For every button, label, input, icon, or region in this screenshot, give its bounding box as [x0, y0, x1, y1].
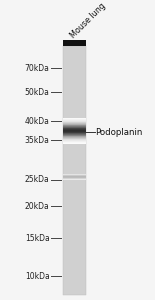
Text: Mouse lung: Mouse lung — [69, 1, 107, 40]
Bar — [63, 176, 86, 177]
Text: 50kDa: 50kDa — [25, 88, 50, 97]
Bar — [63, 141, 86, 142]
Bar — [63, 139, 86, 140]
Bar — [63, 143, 86, 144]
Bar — [63, 178, 86, 179]
Bar — [63, 121, 86, 122]
Bar — [63, 125, 86, 126]
Bar — [63, 138, 86, 139]
Bar — [63, 142, 86, 143]
Bar — [63, 178, 86, 179]
Bar — [63, 123, 86, 124]
Bar — [63, 124, 86, 125]
Bar — [63, 126, 86, 127]
Bar — [63, 121, 86, 122]
Bar — [63, 131, 86, 132]
Text: Podoplanin: Podoplanin — [95, 128, 143, 137]
Bar — [63, 127, 86, 128]
Bar — [63, 130, 86, 131]
Bar — [63, 133, 86, 134]
Bar — [63, 142, 86, 143]
Bar — [63, 129, 86, 130]
Bar — [63, 177, 86, 178]
Bar — [63, 118, 86, 119]
Bar — [63, 122, 86, 123]
Text: 40kDa: 40kDa — [25, 117, 50, 126]
Bar — [63, 120, 86, 121]
Bar — [63, 134, 86, 135]
Bar — [63, 179, 86, 180]
Bar — [63, 40, 86, 46]
Bar — [63, 137, 86, 138]
Text: 70kDa: 70kDa — [25, 64, 50, 73]
Bar — [63, 175, 86, 176]
Bar — [63, 46, 86, 295]
Bar — [63, 136, 86, 137]
Text: 15kDa: 15kDa — [25, 234, 50, 243]
Bar — [63, 126, 86, 127]
Bar — [63, 128, 86, 129]
Bar — [63, 174, 86, 175]
Text: 25kDa: 25kDa — [25, 175, 50, 184]
Bar — [63, 119, 86, 120]
Bar — [63, 123, 86, 124]
Bar — [63, 129, 86, 130]
Bar — [63, 137, 86, 138]
Bar — [63, 125, 86, 126]
Bar — [63, 134, 86, 135]
Bar — [63, 135, 86, 136]
Text: 35kDa: 35kDa — [25, 136, 50, 145]
Bar — [63, 132, 86, 133]
Bar — [63, 140, 86, 141]
Bar — [63, 120, 86, 121]
Bar — [63, 139, 86, 140]
Bar — [63, 138, 86, 139]
Bar — [63, 136, 86, 137]
Bar — [63, 177, 86, 178]
Bar — [63, 176, 86, 177]
Bar — [63, 130, 86, 131]
Bar — [63, 131, 86, 132]
Bar — [63, 128, 86, 129]
Bar — [63, 132, 86, 133]
Bar — [63, 141, 86, 142]
Bar — [63, 135, 86, 136]
Text: 10kDa: 10kDa — [25, 272, 50, 280]
Text: 20kDa: 20kDa — [25, 202, 50, 211]
Bar — [63, 140, 86, 141]
Bar — [63, 173, 86, 174]
Bar — [63, 133, 86, 134]
